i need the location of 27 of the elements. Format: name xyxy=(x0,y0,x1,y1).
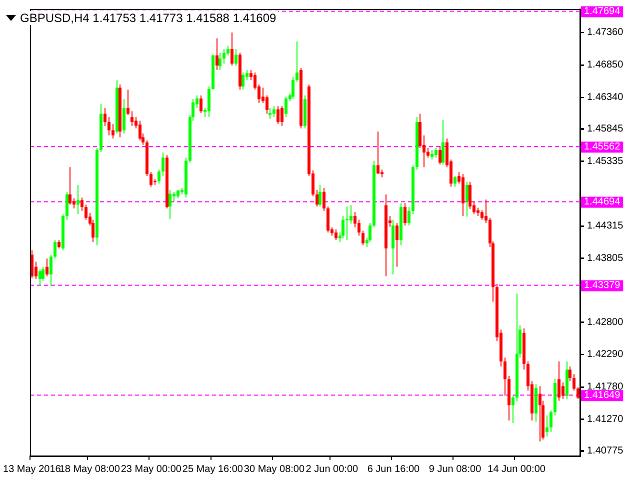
y-tick-label: 1.45335 xyxy=(587,156,624,167)
y-tick-label: 1.41270 xyxy=(587,414,624,425)
x-tick-label: 23 May 00:00 xyxy=(120,464,182,475)
x-tick-label: 25 May 16:00 xyxy=(182,464,244,475)
x-tick-label: 2 Jun 00:00 xyxy=(306,464,358,475)
y-tick-label: 1.47360 xyxy=(587,27,624,38)
ref-line-label: 1.43379 xyxy=(584,280,621,292)
candlestick xyxy=(346,206,348,240)
ref-line-label: 1.45562 xyxy=(584,141,621,152)
ref-line-label: 1.44694 xyxy=(584,196,621,208)
x-tick-label: 18 May 08:00 xyxy=(59,464,120,475)
y-tick-label: 1.42800 xyxy=(587,316,624,328)
y-tick-label: 1.44315 xyxy=(587,220,624,232)
x-tick-label: 6 Jun 16:00 xyxy=(367,464,420,475)
x-tick-label: 30 May 08:00 xyxy=(244,464,305,475)
y-tick-label: 1.46340 xyxy=(587,92,624,104)
y-tick-label: 1.43805 xyxy=(587,252,624,264)
x-tick-label: 13 May 2016 xyxy=(3,464,62,475)
ref-line-label: 1.41649 xyxy=(584,390,621,401)
y-tick-label: 1.46850 xyxy=(587,60,624,71)
x-tick-label: 14 Jun 00:00 xyxy=(488,464,546,475)
y-tick-label: 1.45845 xyxy=(587,123,624,134)
y-tick-label: 1.40775 xyxy=(587,445,624,456)
ref-line-label: 1.47694 xyxy=(584,6,621,18)
x-tick-label: 9 Jun 08:00 xyxy=(428,464,482,475)
chart-title: GBPUSD,H4 1.41753 1.41773 1.41588 1.41609 xyxy=(18,11,278,25)
y-tick-label: 1.42290 xyxy=(587,349,624,360)
